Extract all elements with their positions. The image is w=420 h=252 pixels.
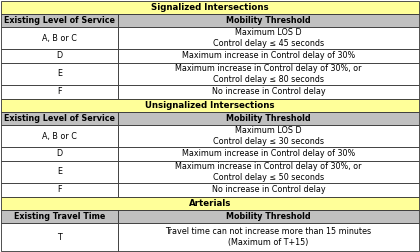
- Text: Mobility Threshold: Mobility Threshold: [226, 16, 311, 25]
- Bar: [118, 223, 419, 251]
- Text: Maximum LOS D
Control delay ≤ 45 seconds: Maximum LOS D Control delay ≤ 45 seconds: [213, 28, 324, 48]
- Text: No increase in Control delay: No increase in Control delay: [212, 87, 326, 97]
- Text: Maximum increase in Control delay of 30%: Maximum increase in Control delay of 30%: [182, 149, 355, 159]
- Text: Existing Level of Service: Existing Level of Service: [4, 114, 115, 123]
- Text: Existing Level of Service: Existing Level of Service: [4, 16, 115, 25]
- Bar: [1, 210, 118, 223]
- Text: F: F: [57, 87, 62, 97]
- Bar: [118, 147, 419, 161]
- Bar: [118, 125, 419, 147]
- Bar: [1, 112, 118, 125]
- Text: Mobility Threshold: Mobility Threshold: [226, 212, 311, 221]
- Bar: [118, 161, 419, 183]
- Text: Unsignalized Intersections: Unsignalized Intersections: [145, 101, 275, 110]
- Bar: [1, 183, 118, 197]
- Bar: [118, 85, 419, 99]
- Bar: [1, 63, 118, 85]
- Text: E: E: [57, 168, 62, 176]
- Bar: [1, 125, 118, 147]
- Bar: [1, 147, 118, 161]
- Bar: [1, 85, 118, 99]
- Text: Mobility Threshold: Mobility Threshold: [226, 114, 311, 123]
- Bar: [1, 197, 419, 210]
- Text: E: E: [57, 70, 62, 79]
- Text: Maximum increase in Control delay of 30%, or
Control delay ≤ 80 seconds: Maximum increase in Control delay of 30%…: [175, 64, 362, 84]
- Text: Existing Travel Time: Existing Travel Time: [14, 212, 105, 221]
- Bar: [118, 14, 419, 27]
- Text: Maximum increase in Control delay of 30%: Maximum increase in Control delay of 30%: [182, 51, 355, 60]
- Text: T: T: [57, 233, 62, 241]
- Bar: [118, 112, 419, 125]
- Bar: [1, 14, 118, 27]
- Bar: [1, 27, 118, 49]
- Text: F: F: [57, 185, 62, 195]
- Bar: [118, 210, 419, 223]
- Bar: [1, 99, 419, 112]
- Text: Maximum LOS D
Control delay ≤ 30 seconds: Maximum LOS D Control delay ≤ 30 seconds: [213, 126, 324, 146]
- Text: Arterials: Arterials: [189, 199, 231, 208]
- Bar: [1, 161, 118, 183]
- Bar: [1, 1, 419, 14]
- Bar: [118, 63, 419, 85]
- Text: D: D: [56, 149, 63, 159]
- Text: A, B or C: A, B or C: [42, 132, 77, 141]
- Bar: [1, 223, 118, 251]
- Text: No increase in Control delay: No increase in Control delay: [212, 185, 326, 195]
- Text: Travel time can not increase more than 15 minutes
(Maximum of T+15): Travel time can not increase more than 1…: [165, 227, 372, 247]
- Text: Maximum increase in Control delay of 30%, or
Control delay ≤ 50 seconds: Maximum increase in Control delay of 30%…: [175, 162, 362, 182]
- Text: Signalized Intersections: Signalized Intersections: [151, 3, 269, 12]
- Text: A, B or C: A, B or C: [42, 34, 77, 43]
- Bar: [118, 49, 419, 63]
- Bar: [118, 27, 419, 49]
- Bar: [118, 183, 419, 197]
- Text: D: D: [56, 51, 63, 60]
- Bar: [1, 49, 118, 63]
